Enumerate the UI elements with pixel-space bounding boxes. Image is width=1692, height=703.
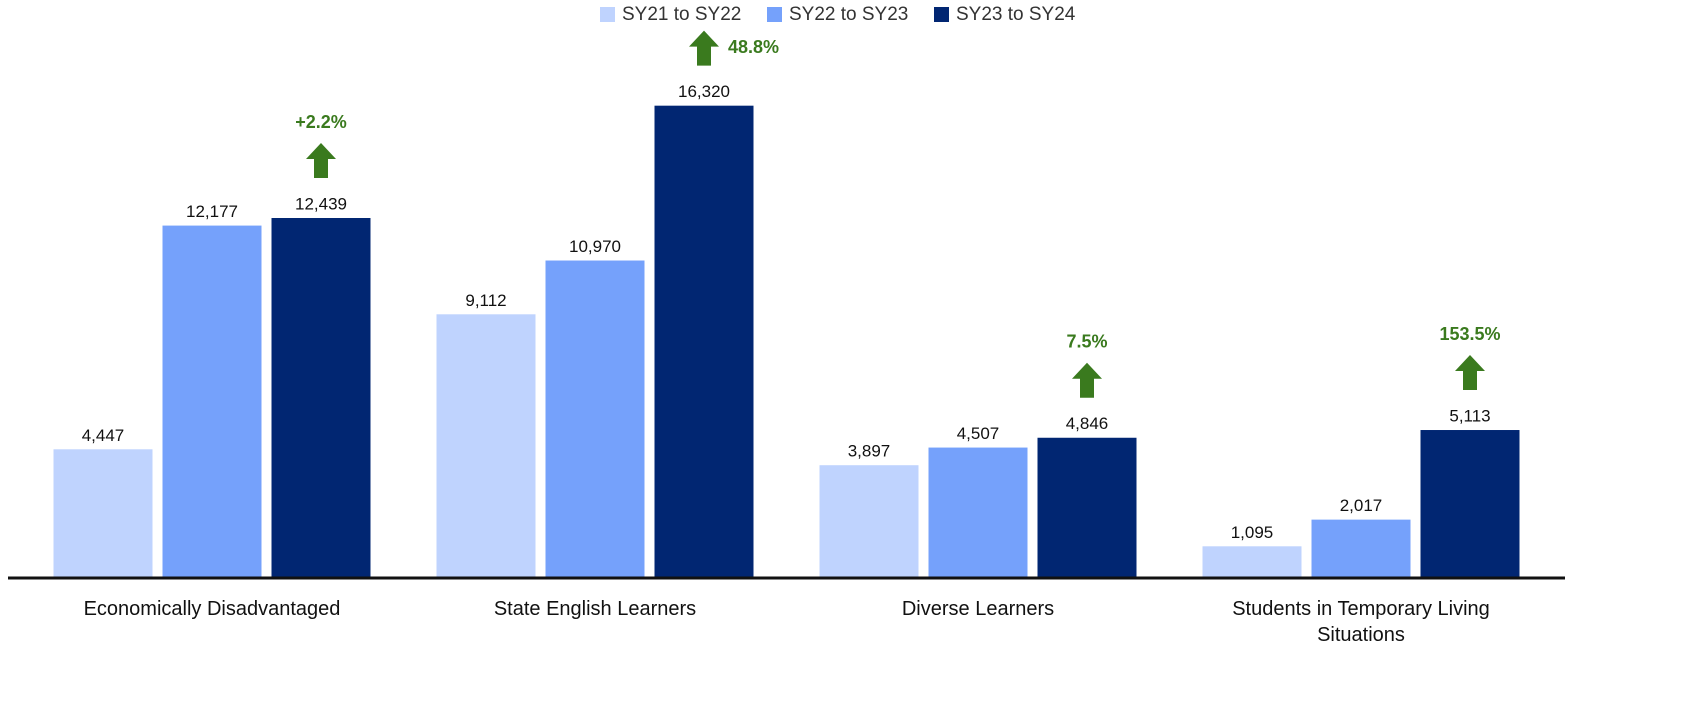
value-label: 4,447 [82,426,125,445]
value-label: 3,897 [848,442,891,461]
bar [53,449,153,578]
value-label: 4,846 [1066,414,1109,433]
bar [1202,546,1302,578]
legend-label: SY21 to SY22 [622,4,741,25]
value-label: 10,970 [569,237,621,256]
x-tick-label: Students in Temporary Living Situations [1232,598,1490,646]
value-label: 16,320 [678,82,730,101]
up-arrow [1455,355,1485,391]
x-tick-label: Economically Disadvantaged [83,598,341,620]
bar [162,225,262,578]
value-label: 12,177 [186,202,238,221]
bar [928,447,1028,578]
legend-swatch [767,7,782,22]
bar [271,218,371,578]
value-label: 2,017 [1340,496,1383,515]
value-label: 5,113 [1449,407,1490,426]
up-arrow [689,30,719,66]
annotation: 153.5% [1439,324,1500,344]
legend-swatch [934,7,949,22]
bar [654,105,754,579]
annotation: 48.8% [728,37,779,57]
bar [1420,430,1520,578]
value-label: 4,507 [957,424,1000,443]
value-label: 9,112 [465,291,506,310]
x-tick-label: State English Learners [493,598,697,620]
legend-label: SY22 to SY23 [789,4,908,25]
legend-label: SY23 to SY24 [956,4,1076,25]
bar [1311,519,1411,578]
legend-swatch [600,7,615,22]
up-arrow [306,143,336,179]
annotation: 7.5% [1066,332,1107,352]
annotation: +2.2% [295,112,347,132]
up-arrow [1072,362,1102,398]
bar [1037,437,1137,578]
x-tick-label: Diverse Learners [901,598,1055,620]
bar [819,465,919,578]
bar [436,314,536,578]
bar [545,260,645,578]
value-label: 1,095 [1231,523,1274,542]
value-label: 12,439 [295,194,347,213]
